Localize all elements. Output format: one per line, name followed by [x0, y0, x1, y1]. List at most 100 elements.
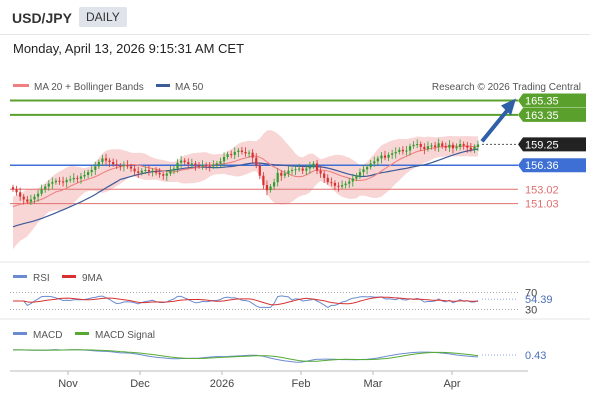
candle-body — [308, 166, 311, 169]
candle-body — [401, 149, 404, 152]
candle-body — [237, 150, 240, 152]
candle-body — [87, 172, 90, 175]
candle-body — [437, 143, 440, 147]
rsi-line — [13, 295, 479, 308]
candle-body — [69, 179, 72, 181]
macd-signal-legend-label: MACD Signal — [95, 330, 155, 341]
candle-body — [337, 185, 340, 187]
rsi-level-tick: 70 — [525, 287, 537, 299]
x-tick-label: 2026 — [210, 378, 234, 390]
ma20-legend-label: MA 20 + Bollinger Bands — [34, 82, 144, 93]
candle-body — [351, 178, 354, 182]
ma50-legend-label: MA 50 — [175, 82, 204, 93]
candle-body — [276, 172, 279, 183]
candle-body — [348, 181, 351, 184]
price-levels — [10, 99, 518, 205]
candle-body — [101, 158, 104, 163]
macd-legend-label: MACD — [33, 330, 62, 341]
candle-body — [423, 146, 426, 150]
candle-body — [362, 169, 365, 173]
resistance-1-tag — [518, 107, 586, 122]
x-axis: Nov Dec 2026 Feb Mar Apr — [58, 371, 461, 390]
candlesticks — [11, 138, 480, 206]
candle-body — [273, 182, 276, 187]
macd-legend-swatch — [13, 332, 27, 335]
rsi-ma-legend-label: 9MA — [82, 273, 103, 284]
candle-body — [72, 177, 75, 180]
candle-body — [194, 163, 197, 166]
candle-body — [315, 163, 319, 171]
candle-body — [15, 189, 18, 193]
candle-body — [176, 162, 179, 169]
candle-body — [162, 174, 165, 176]
candle-body — [104, 158, 108, 161]
candle-body — [344, 183, 347, 186]
candle-body — [129, 166, 133, 169]
candle-body — [405, 150, 408, 152]
pivot-tag — [518, 158, 586, 173]
candle-body — [79, 176, 83, 179]
candle-body — [205, 164, 208, 166]
x-tick-label: Mar — [364, 378, 383, 390]
ma20-line — [12, 145, 479, 208]
candle-body — [158, 172, 161, 175]
candle-body — [451, 144, 455, 149]
candle-body — [133, 168, 136, 172]
forecast-arrow-shaft — [480, 108, 510, 143]
candle-body — [36, 193, 40, 197]
moving-averages — [12, 145, 479, 228]
macd-legend: MACD MACD Signal — [13, 330, 155, 341]
candle-body — [305, 168, 308, 171]
candle-body — [29, 199, 32, 202]
candle-body — [433, 145, 437, 147]
candle-body — [172, 168, 176, 171]
candle-body — [190, 163, 193, 165]
timeframe-badge[interactable]: DAILY — [79, 7, 127, 27]
candle-body — [40, 189, 43, 194]
rsi-ma-line — [13, 296, 479, 306]
candle-body — [226, 154, 229, 157]
macd-panel: 0.43 — [13, 349, 546, 363]
candle-body — [416, 144, 419, 146]
candle-body — [391, 153, 394, 155]
forecast-arrow-head — [501, 98, 516, 116]
candle-body — [222, 157, 226, 162]
symbol-title: USD/JPY — [12, 10, 72, 26]
candle-body — [330, 182, 333, 184]
candle-body — [90, 169, 93, 173]
resistance-2-tag — [518, 93, 586, 108]
candle-body — [44, 186, 47, 190]
candle-body — [58, 180, 61, 182]
candle-body — [448, 144, 451, 148]
candle-body — [376, 158, 379, 162]
candle-body — [355, 175, 358, 179]
candle-body — [112, 162, 115, 165]
rsi-last-value: 54.39 — [525, 294, 553, 306]
support-2-tag-label: 151.03 — [525, 199, 559, 211]
x-tick-label: Nov — [58, 378, 78, 390]
candle-body — [298, 168, 301, 170]
candle-body — [462, 144, 465, 146]
candle-body — [380, 155, 383, 159]
price-tags: 165.35 163.35 159.25 156.36 153.02 151.03 — [518, 93, 586, 211]
candle-body — [140, 170, 143, 173]
chart-header: USD/JPY DAILY — [0, 0, 590, 35]
candle-body — [287, 170, 290, 174]
candle-body — [251, 152, 254, 158]
candle-body — [208, 165, 211, 167]
candle-body — [283, 173, 286, 176]
candle-body — [469, 147, 472, 150]
candle-body — [94, 166, 97, 170]
candle-body — [115, 164, 118, 166]
candle-body — [244, 151, 247, 154]
candle-body — [280, 172, 283, 176]
last-tag — [518, 137, 586, 152]
support-1-tag-label: 153.02 — [525, 184, 559, 196]
candle-body — [137, 171, 140, 173]
candle-body — [455, 146, 458, 149]
ma20-legend-swatch — [13, 84, 29, 87]
macd-signal-legend-swatch — [75, 332, 89, 335]
rsi-ma-legend-swatch — [62, 275, 76, 278]
